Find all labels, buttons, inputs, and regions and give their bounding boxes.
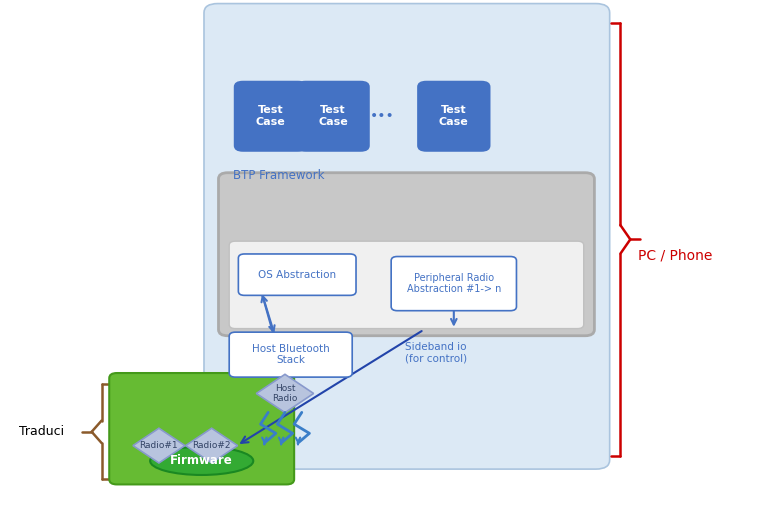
Text: Test
Case: Test Case [256, 105, 285, 127]
Polygon shape [257, 374, 313, 413]
Text: Host
Radio: Host Radio [272, 384, 298, 403]
Text: BTP Framework: BTP Framework [233, 170, 325, 182]
FancyBboxPatch shape [417, 81, 490, 152]
FancyBboxPatch shape [296, 81, 370, 152]
FancyBboxPatch shape [238, 254, 356, 295]
FancyBboxPatch shape [109, 373, 294, 484]
Polygon shape [186, 428, 238, 463]
Text: Test
Case: Test Case [319, 105, 348, 127]
Ellipse shape [150, 447, 254, 475]
Text: Radio#1: Radio#1 [140, 441, 178, 450]
Text: •••: ••• [370, 109, 394, 123]
Text: Peripheral Radio
Abstraction #1-> n: Peripheral Radio Abstraction #1-> n [406, 273, 501, 294]
FancyBboxPatch shape [229, 332, 352, 377]
FancyBboxPatch shape [234, 81, 307, 152]
Text: PC / Phone: PC / Phone [638, 248, 712, 263]
Text: Firmware: Firmware [170, 454, 233, 468]
FancyBboxPatch shape [391, 257, 516, 311]
FancyBboxPatch shape [204, 4, 610, 469]
Text: OS Abstraction: OS Abstraction [258, 270, 336, 280]
Polygon shape [133, 428, 185, 463]
FancyBboxPatch shape [229, 241, 584, 329]
Text: Traduci: Traduci [19, 425, 64, 438]
FancyBboxPatch shape [219, 173, 594, 336]
Text: Test
Case: Test Case [439, 105, 468, 127]
Text: Host Bluetooth
Stack: Host Bluetooth Stack [252, 344, 329, 365]
Text: Radio#2: Radio#2 [193, 441, 231, 450]
Text: Sideband io
(for control): Sideband io (for control) [405, 342, 467, 363]
